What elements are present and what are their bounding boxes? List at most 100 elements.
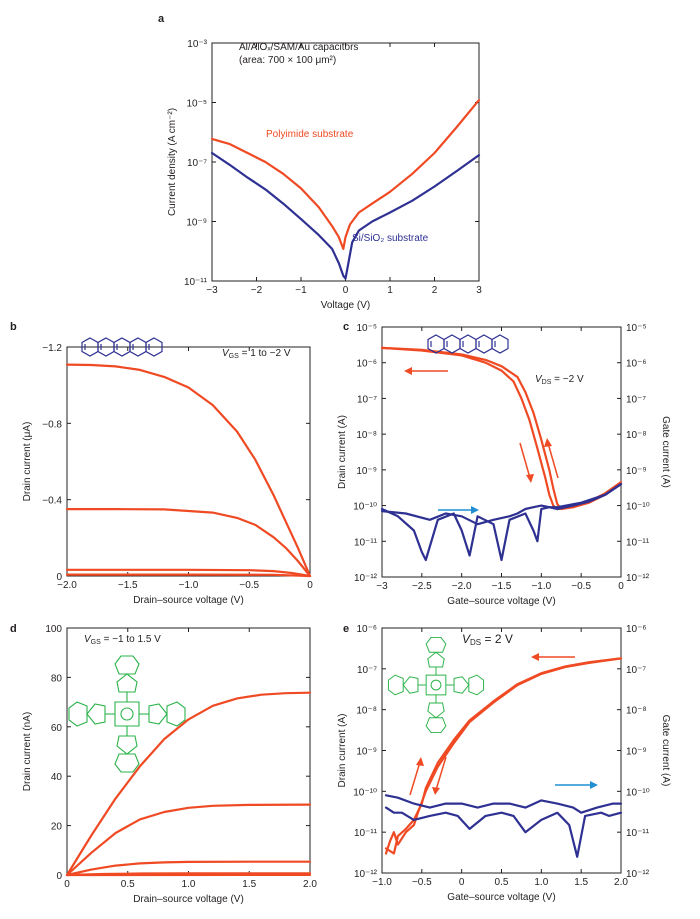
y-tick-label-b: 0 <box>56 572 62 583</box>
x-tick-label-b: 0 <box>307 580 313 591</box>
series-line-c-0 <box>380 346 623 511</box>
x-tick-label-a: 1 <box>387 285 393 296</box>
y-tick-label-c: 10⁻⁷ <box>357 394 377 405</box>
y-tick-label-right-c: 10⁻⁷ <box>626 394 646 405</box>
panel-c: c −3 −2.5 −2.0 −1.5 −1.0 −0.5 010⁻¹² 10⁻¹²10⁻¹¹… <box>337 321 671 607</box>
y-tick-label-e: 10⁻¹² <box>354 869 378 880</box>
y-tick-label-right-e: 10⁻⁹ <box>626 747 647 758</box>
y-axis-label-d: Drain current (nA) <box>22 712 33 791</box>
x-tick-label-e: 1.0 <box>534 877 548 888</box>
plot-a: −3 −2 −1 0 1 2 3 10⁻¹¹ 10⁻⁹ 10⁻⁷ 10⁻⁵ 10⁻³ Voltage (… <box>167 39 482 311</box>
x-tick-label-c: −1.5 <box>492 581 512 592</box>
series-line-c-2 <box>380 483 623 562</box>
panel-label-d: d <box>10 623 17 635</box>
y-tick-label-right-c: 10⁻⁶ <box>626 359 647 370</box>
y-tick-label-a: 10⁻⁵ <box>186 99 207 110</box>
y-tick-label-d: 80 <box>51 673 63 684</box>
y-tick-label-right-e: 10⁻⁶ <box>626 624 647 635</box>
y-tick-label-c: 10⁻¹⁰ <box>353 502 377 513</box>
arrows-c <box>404 367 559 514</box>
plot-frame-e <box>381 627 622 874</box>
y-tick-label-a: 10⁻⁷ <box>187 158 207 169</box>
annotation-polyimide: Polyimide substrate <box>266 129 354 140</box>
annotation-capacitors: Al/AlOₓ/SAM/Au capacitors <box>239 42 358 53</box>
phthalocyanine-structure-e <box>387 636 485 734</box>
x-tick-label-c: 0 <box>618 581 624 592</box>
y-tick-label-right-c: 10⁻⁵ <box>626 323 647 334</box>
panel-label-c: c <box>343 321 349 333</box>
panel-label-e: e <box>343 623 349 635</box>
arrowhead-right-blue-e <box>590 781 598 789</box>
x-tick-label-a: −1 <box>295 285 307 296</box>
series-line-e-1 <box>384 657 623 855</box>
arrowhead-down-red-e <box>432 787 440 795</box>
x-axis-label-a: Voltage (V) <box>321 300 370 311</box>
annotation-vgs-d: VGS = −1 to 1.5 V <box>84 634 161 646</box>
y-axis-label-c: Drain current (A) <box>337 415 348 489</box>
series-line-b-3 <box>65 573 312 578</box>
panel-label-b: b <box>10 321 17 333</box>
arrowhead-down-red <box>526 474 534 483</box>
y-tick-label-e: 10⁻⁸ <box>356 706 377 717</box>
y-axis-label-right-c: Gate current (A) <box>660 416 671 488</box>
arrows-e <box>409 653 598 796</box>
x-axis-label-d: Drain–source voltage (V) <box>133 894 244 905</box>
y-tick-label-b: −0.8 <box>42 419 62 430</box>
x-tick-label-e: −1.0 <box>372 877 392 888</box>
plot-frame-b <box>66 346 311 577</box>
y-tick-label-right-c: 10⁻¹² <box>626 573 650 584</box>
panel-label-a: a <box>158 13 165 25</box>
y-tick-label-c: 10⁻⁶ <box>356 359 377 370</box>
y-tick-label-e: 10⁻¹⁰ <box>353 787 377 798</box>
plot-d: 0 0.5 1.0 1.5 2.0 0 20 40 60 80 100 Drain–source vo… <box>22 624 317 905</box>
panel-a: a −3 −2 −1 0 1 2 3 10⁻¹¹ 10⁻⁹ 10⁻⁷ 10⁻⁵ 10⁻³ Voltage… <box>158 13 482 311</box>
arrow-up-red <box>547 442 559 479</box>
y-tick-label-right-e: 10⁻¹² <box>626 869 650 880</box>
series-line-b-0 <box>65 363 312 578</box>
y-tick-label-e: 10⁻⁶ <box>356 624 377 635</box>
annotation-vgs-b: VGS = 1 to −2 V <box>222 348 291 360</box>
arrow-up-red-e <box>409 761 421 796</box>
series-line-e-0 <box>384 657 623 855</box>
series-line-a-0 <box>210 98 481 250</box>
x-axis-label-e: Gate–source voltage (V) <box>447 892 555 903</box>
x-tick-label-c: −2.0 <box>452 581 472 592</box>
y-axis-label-b: Drain current (μA) <box>22 422 33 502</box>
arrowhead-left-red <box>404 367 412 375</box>
y-axis-label-right-e: Gate current (A) <box>660 715 671 787</box>
y-tick-label-d: 60 <box>51 723 63 734</box>
y-tick-label-d: 20 <box>51 822 63 833</box>
x-tick-label-b: −0.5 <box>239 580 259 591</box>
y-axis-label-e: Drain current (A) <box>337 714 348 788</box>
x-tick-label-e: 2.0 <box>614 877 628 888</box>
arrow-down-red <box>519 442 531 479</box>
series-line-b-2 <box>65 568 312 578</box>
x-tick-label-b: −1.5 <box>118 580 138 591</box>
x-axis-label-b: Drain–source voltage (V) <box>133 595 244 606</box>
x-tick-label-d: 1.0 <box>182 879 196 890</box>
panel-b: b −2.0 −1.5 −1.0 −0.5 0 0 −0.4 −0.8 −1.2 Drain–so… <box>10 321 313 606</box>
series-line-d-2 <box>65 860 312 877</box>
pentacene-structure-c <box>427 334 509 354</box>
pentacene-structure-b <box>81 337 163 357</box>
x-tick-label-d: 0 <box>64 879 70 890</box>
y-tick-label-right-e: 10⁻¹¹ <box>626 828 650 839</box>
x-tick-label-a: 0 <box>343 285 349 296</box>
x-tick-label-b: −1.0 <box>179 580 199 591</box>
arrowhead-up-red-e <box>416 757 424 766</box>
arrowhead-left-red-e <box>531 653 539 661</box>
panel-d: d 0 0.5 1.0 1.5 2.0 0 20 40 60 80 100 Drain–source … <box>10 623 317 905</box>
x-tick-label-c: −0.5 <box>571 581 591 592</box>
x-tick-label-e: 0.5 <box>495 877 509 888</box>
x-tick-label-e: 1.5 <box>574 877 588 888</box>
y-tick-label-e: 10⁻⁹ <box>356 747 377 758</box>
series-line-a-1 <box>210 151 481 280</box>
annotation-area: (area: 700 × 100 μm²) <box>239 55 336 66</box>
y-tick-label-a: 10⁻⁹ <box>186 218 207 229</box>
annotation-vds-c: VDS = −2 V <box>535 374 584 386</box>
y-tick-label-d: 40 <box>51 772 63 783</box>
x-tick-label-b: −2.0 <box>57 580 77 591</box>
